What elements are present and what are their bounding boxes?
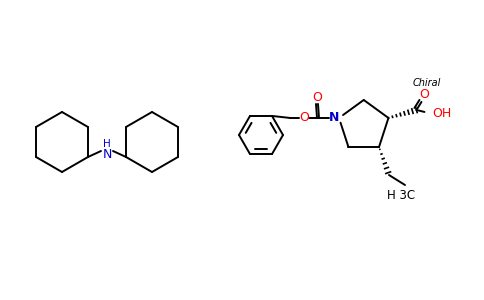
Text: O: O <box>299 111 309 124</box>
Text: H 3C: H 3C <box>387 188 415 202</box>
Text: Chiral: Chiral <box>412 78 440 88</box>
Text: O: O <box>420 88 429 101</box>
Text: N: N <box>102 148 112 161</box>
Text: N: N <box>329 111 339 124</box>
Text: H: H <box>103 139 111 149</box>
Text: OH: OH <box>433 107 452 120</box>
Text: O: O <box>312 92 322 104</box>
